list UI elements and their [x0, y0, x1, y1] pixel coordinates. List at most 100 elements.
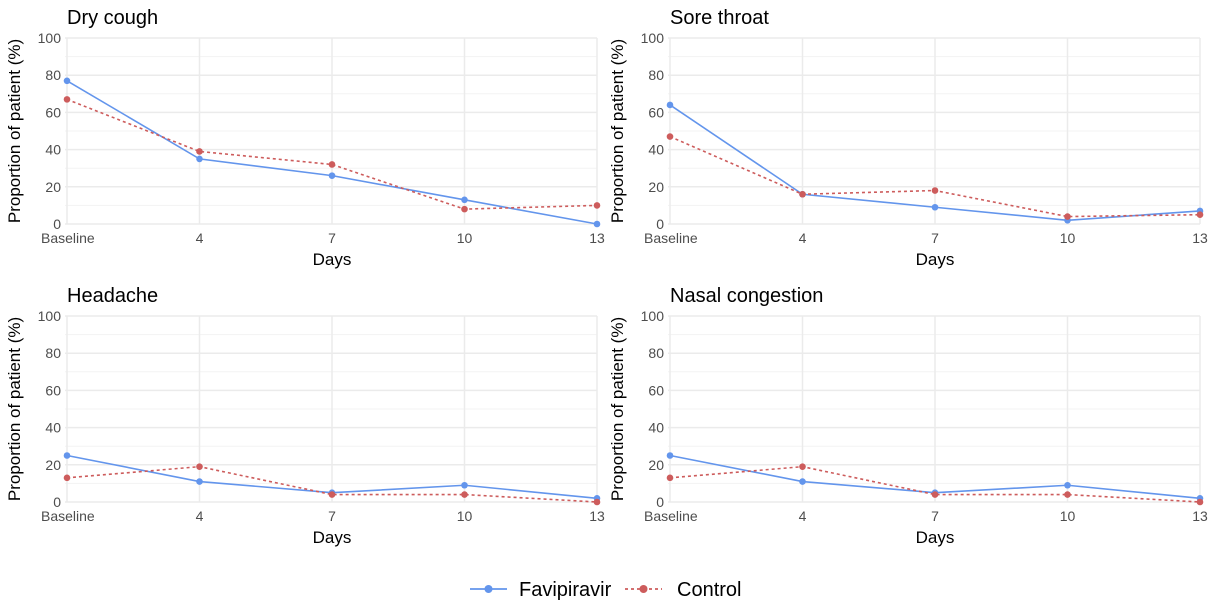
- x-tick-label: 13: [1192, 230, 1208, 246]
- data-point-favipiravir: [196, 155, 203, 163]
- x-tick-label: 13: [589, 508, 605, 524]
- y-tick-label: 100: [641, 30, 665, 46]
- y-tick-label: 80: [45, 67, 61, 83]
- x-tick-label: 7: [931, 508, 939, 524]
- data-point-favipiravir: [63, 452, 71, 459]
- data-point-control: [593, 498, 601, 506]
- y-tick-label: 0: [53, 494, 61, 510]
- data-point-control: [196, 463, 203, 470]
- y-tick-label: 40: [45, 420, 61, 436]
- y-axis-title: Proportion of patient (%): [5, 317, 24, 501]
- y-tick-label: 60: [45, 382, 61, 398]
- y-tick-label: 20: [45, 179, 61, 195]
- data-point-favipiravir: [196, 478, 203, 485]
- chart-panel: 0 20 40 60 80 100 Baseline 4 7 10 13 Nasal congesti…: [608, 285, 1208, 547]
- y-tick-label: 0: [656, 494, 664, 510]
- data-point-control: [196, 148, 203, 155]
- data-point-control: [931, 187, 939, 194]
- data-point-favipiravir: [931, 203, 939, 211]
- data-point-control: [666, 474, 674, 482]
- data-point-favipiravir: [666, 101, 674, 109]
- y-tick-label: 0: [53, 216, 61, 232]
- panel-title: Nasal congestion: [670, 285, 823, 307]
- y-tick-label: 80: [648, 67, 664, 83]
- data-point-control: [799, 190, 806, 198]
- x-tick-label: 4: [799, 508, 807, 524]
- y-tick-label: 40: [648, 142, 664, 158]
- data-point-favipiravir: [593, 220, 601, 228]
- data-point-control: [461, 205, 468, 213]
- data-point-control: [1064, 491, 1071, 498]
- y-tick-label: 40: [45, 142, 61, 158]
- data-point-favipiravir: [1064, 481, 1071, 489]
- data-point-control: [63, 474, 71, 482]
- data-point-control: [593, 202, 601, 209]
- data-point-control: [931, 491, 939, 498]
- x-tick-label: 7: [328, 508, 336, 524]
- x-tick-label: 7: [931, 230, 939, 246]
- y-axis-title: Proportion of patient (%): [608, 39, 627, 223]
- y-tick-label: 0: [656, 216, 664, 232]
- x-tick-label: 13: [589, 230, 605, 246]
- legend: Favipiravir Control: [470, 579, 741, 601]
- x-axis-title: Days: [916, 250, 955, 269]
- x-tick-label: 4: [799, 230, 807, 246]
- x-axis-title: Days: [313, 528, 352, 547]
- data-point-control: [1196, 498, 1204, 506]
- chart-panel: 0 20 40 60 80 100 Baseline 4 7 10 13 Headache Days Pr…: [5, 285, 605, 547]
- x-axis-title: Days: [916, 528, 955, 547]
- y-tick-label: 100: [38, 308, 62, 324]
- x-tick-label: Baseline: [644, 508, 698, 524]
- data-point-favipiravir: [666, 452, 674, 459]
- data-point-control: [1064, 213, 1071, 220]
- data-point-favipiravir: [461, 481, 468, 489]
- y-tick-label: 40: [648, 420, 664, 436]
- series-line-control: [669, 465, 1201, 503]
- panel-title: Headache: [67, 285, 158, 307]
- data-point-control: [328, 491, 336, 498]
- x-tick-label: 4: [196, 508, 204, 524]
- x-tick-label: 10: [457, 508, 473, 524]
- data-point-control: [328, 161, 336, 168]
- x-tick-label: 10: [1060, 508, 1076, 524]
- data-point-favipiravir: [461, 196, 468, 204]
- panel-title: Dry cough: [67, 7, 158, 29]
- chart-panel: 0 20 40 60 80 100 Baseline 4 7 10 13 Dry cough Days P…: [5, 7, 605, 269]
- legend-label: Favipiravir: [519, 579, 612, 601]
- legend-key-favipiravir: [470, 585, 507, 593]
- x-tick-label: Baseline: [644, 230, 698, 246]
- y-tick-label: 100: [38, 30, 62, 46]
- data-point-control: [63, 96, 71, 103]
- y-axis-title: Proportion of patient (%): [608, 317, 627, 501]
- data-point-control: [799, 463, 806, 470]
- chart-panel: 0 20 40 60 80 100 Baseline 4 7 10 13 Sore throat Day…: [608, 7, 1208, 269]
- y-tick-label: 20: [45, 457, 61, 473]
- y-tick-label: 100: [641, 308, 665, 324]
- data-point-control: [1196, 211, 1204, 218]
- x-tick-label: 7: [328, 230, 336, 246]
- x-tick-label: Baseline: [41, 508, 95, 524]
- legend-key-control: [625, 585, 662, 593]
- y-tick-label: 80: [648, 345, 664, 361]
- y-tick-label: 80: [45, 345, 61, 361]
- y-tick-label: 20: [648, 457, 664, 473]
- y-axis-title: Proportion of patient (%): [5, 39, 24, 223]
- data-point-favipiravir: [799, 478, 806, 485]
- data-point-control: [461, 491, 468, 498]
- series-line-control: [66, 465, 598, 503]
- data-point-control: [666, 133, 674, 140]
- x-axis-title: Days: [313, 250, 352, 269]
- x-tick-label: 13: [1192, 508, 1208, 524]
- data-point-favipiravir: [63, 77, 71, 85]
- x-tick-label: Baseline: [41, 230, 95, 246]
- x-tick-label: 10: [1060, 230, 1076, 246]
- data-point-favipiravir: [328, 172, 336, 179]
- y-tick-label: 20: [648, 179, 664, 195]
- legend-label: Control: [677, 579, 741, 601]
- y-tick-label: 60: [45, 104, 61, 120]
- y-tick-label: 60: [648, 104, 664, 120]
- x-tick-label: 10: [457, 230, 473, 246]
- panel-title: Sore throat: [670, 7, 769, 29]
- y-tick-label: 60: [648, 382, 664, 398]
